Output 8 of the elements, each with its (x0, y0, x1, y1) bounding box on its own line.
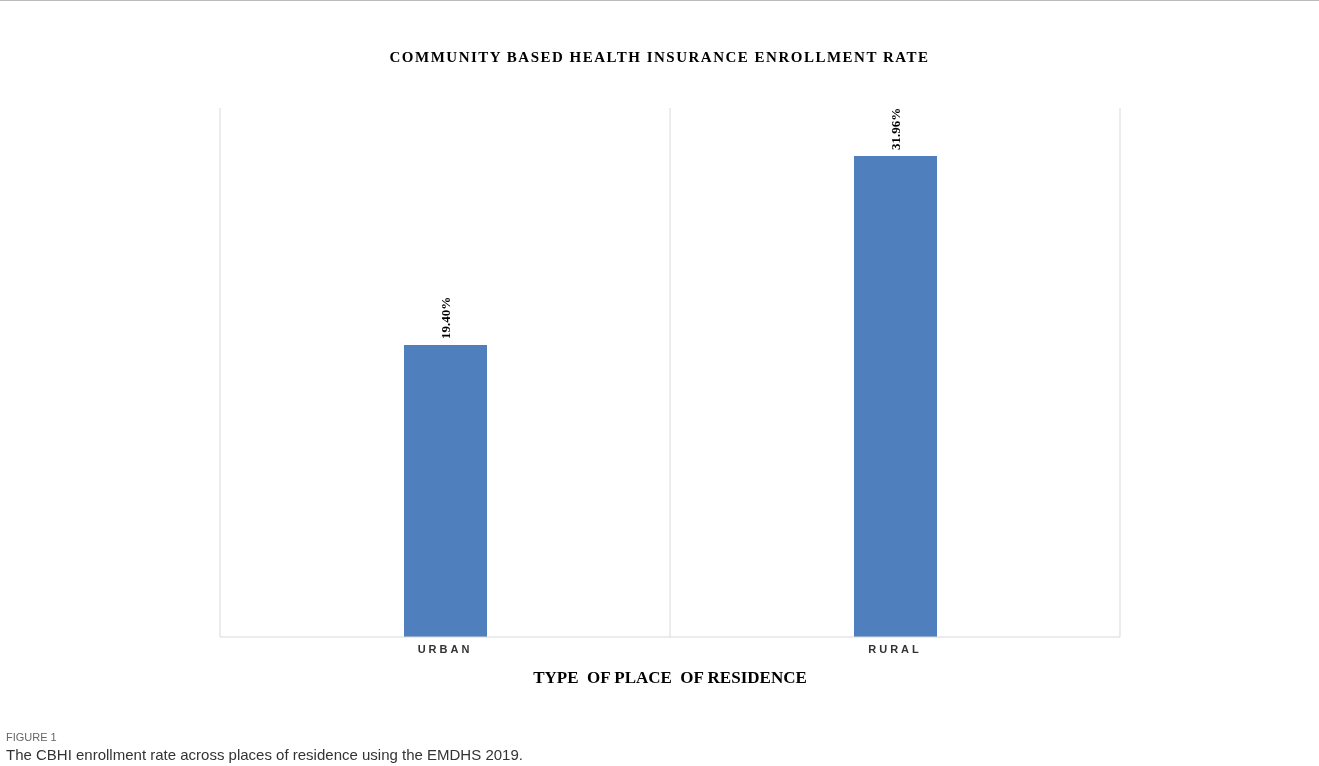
x-axis-title: TYPE OF PLACE OF RESIDENCE (532, 668, 808, 688)
data-label: 19.40% (438, 296, 453, 340)
x-tick-label: URBAN (417, 642, 473, 655)
caption: FIGURE 1 (6, 730, 57, 745)
text: The CBHI enrollment rate across places of residence using the EMDHS 2019. (6, 746, 523, 763)
chart-title: COMMUNITY BASED HEALTH INSURANCE ENROLLMENT RATE (388, 49, 931, 66)
x-tick-label: RURAL (868, 642, 922, 655)
data-label: 31.96% (888, 107, 903, 151)
